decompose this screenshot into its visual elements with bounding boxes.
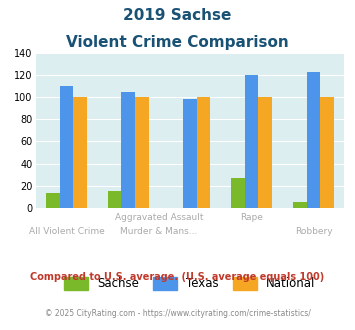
Bar	[197, 97, 210, 208]
Bar	[258, 97, 272, 208]
Bar	[307, 72, 320, 208]
Bar	[46, 193, 60, 208]
Text: Robbery: Robbery	[295, 227, 332, 236]
Text: Murder & Mans...: Murder & Mans...	[120, 227, 198, 236]
Legend: Sachse, Texas, National: Sachse, Texas, National	[60, 273, 320, 295]
Text: Violent Crime Comparison: Violent Crime Comparison	[66, 35, 289, 50]
Bar	[121, 91, 135, 208]
Text: 2019 Sachse: 2019 Sachse	[123, 8, 232, 23]
Bar	[293, 202, 307, 208]
Bar	[108, 191, 121, 208]
Bar	[245, 75, 258, 208]
Text: Compared to U.S. average. (U.S. average equals 100): Compared to U.S. average. (U.S. average …	[31, 272, 324, 282]
Bar	[135, 97, 148, 208]
Bar	[60, 86, 73, 208]
Text: Rape: Rape	[240, 214, 263, 222]
Text: Aggravated Assault: Aggravated Assault	[115, 214, 203, 222]
Bar	[320, 97, 334, 208]
Text: All Violent Crime: All Violent Crime	[28, 227, 104, 236]
Text: © 2025 CityRating.com - https://www.cityrating.com/crime-statistics/: © 2025 CityRating.com - https://www.city…	[45, 309, 310, 317]
Bar	[231, 178, 245, 208]
Bar	[183, 99, 197, 208]
Bar	[73, 97, 87, 208]
